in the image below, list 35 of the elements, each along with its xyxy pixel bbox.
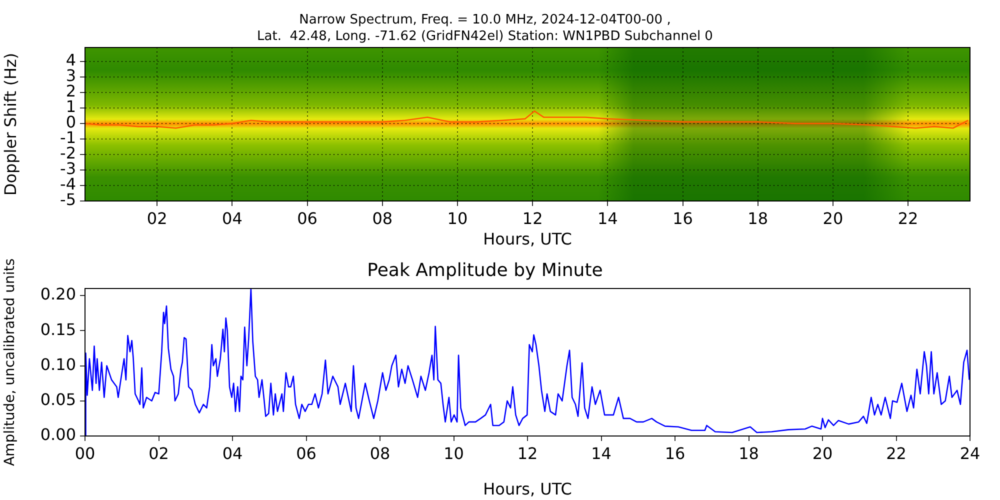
x-tick-label: 08	[370, 444, 390, 463]
chart-title: Peak Amplitude by Minute	[367, 260, 603, 281]
x-tick-label: 14	[597, 208, 618, 228]
x-tick-label: 06	[297, 208, 318, 228]
y-tick-label: 0.05	[40, 390, 76, 410]
x-tick-label: 08	[372, 208, 393, 228]
x-tick-label: 10	[447, 208, 468, 228]
x-axis-title: Hours, UTC	[483, 480, 572, 499]
y-tick-label: 0.10	[40, 354, 76, 374]
y-axis-title: Amplitude, uncalibrated units	[2, 258, 18, 466]
x-tick-label: 12	[517, 444, 538, 463]
x-tick-label: 24	[960, 444, 980, 463]
x-tick-label: 02	[146, 208, 168, 228]
chart-title: Narrow Spectrum, Freq. = 10.0 MHz, 2024-12-04T00-00 , Lat. 42.48, Long. -71.62 (GridFN42el) Station: WN1PBD Subchannel 0	[257, 12, 713, 44]
x-tick-label: 02	[148, 444, 169, 463]
x-tick-label: 06	[296, 444, 316, 463]
x-tick-label: 00	[74, 444, 96, 463]
y-axis-title: Doppler Shift (Hz)	[0, 52, 20, 196]
x-tick-label: 22	[898, 208, 918, 228]
x-tick-label: 16	[664, 444, 686, 463]
y-tick-label: 0.15	[40, 320, 76, 339]
x-tick-label: 04	[222, 444, 243, 463]
x-tick-label: 04	[222, 208, 242, 228]
y-tick-label: 0.00	[40, 425, 76, 444]
x-tick-label: 20	[822, 208, 844, 228]
x-tick-label: 10	[444, 444, 464, 463]
x-tick-label: 14	[591, 444, 612, 463]
x-tick-label: 20	[812, 444, 833, 463]
x-tick-label: 16	[672, 208, 693, 228]
x-tick-label: 18	[738, 444, 759, 463]
x-axis-title: Hours, UTC	[483, 230, 572, 249]
y-tick-label: 0.20	[40, 284, 76, 304]
x-tick-label: 22	[886, 444, 906, 463]
x-tick-label: 12	[522, 208, 543, 228]
x-tick-label: 18	[748, 208, 768, 228]
